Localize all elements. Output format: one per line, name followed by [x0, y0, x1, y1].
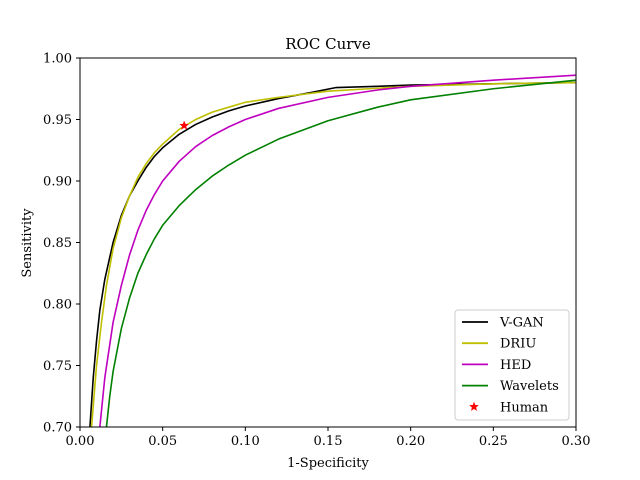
y-tick-label: 0.85	[43, 236, 72, 251]
hed-curve	[99, 74, 576, 427]
x-tick-label: 0.00	[66, 434, 95, 449]
x-tick-label: 0.10	[231, 434, 260, 449]
legend-wavelets-label: Wavelets	[500, 379, 559, 394]
x-tick-label: 0.20	[396, 434, 425, 449]
y-tick-label: 0.95	[43, 113, 72, 128]
y-tick-label: 1.00	[43, 52, 72, 67]
legend-v-gan-label: V-GAN	[499, 316, 544, 331]
x-axis-label: 1-Specificity	[287, 456, 369, 471]
legend-driu-label: DRIU	[500, 337, 536, 352]
legend-human-label: Human	[500, 400, 549, 415]
legend-hed-label: HED	[500, 358, 531, 373]
wavelets-curve	[105, 79, 576, 427]
x-tick-label: 0.05	[148, 434, 177, 449]
x-tick-label: 0.15	[314, 434, 343, 449]
y-tick-label: 0.75	[43, 359, 72, 374]
human-point-marker	[179, 120, 190, 130]
v-gan-curve	[89, 81, 576, 427]
y-axis-label: Sensitivity	[20, 208, 35, 278]
y-axis-ticks: 0.70 0.75 0.80 0.85 0.90 0.95 1.00	[43, 52, 80, 436]
driu-curve	[90, 81, 576, 427]
legend-box	[454, 309, 570, 421]
legend: V-GAN DRIU HED Wavelets Human	[454, 309, 570, 421]
y-tick-label: 0.70	[43, 421, 72, 436]
x-axis-ticks: 0.00 0.05 0.10 0.15 0.20 0.25 0.30	[66, 427, 591, 449]
x-tick-label: 0.30	[562, 434, 591, 449]
x-tick-label: 0.25	[479, 434, 508, 449]
y-tick-label: 0.90	[43, 175, 72, 190]
legend-human-marker	[469, 401, 479, 412]
plot-lines	[89, 74, 576, 427]
chart-title: ROC Curve	[285, 35, 371, 53]
y-tick-label: 0.80	[43, 298, 72, 313]
